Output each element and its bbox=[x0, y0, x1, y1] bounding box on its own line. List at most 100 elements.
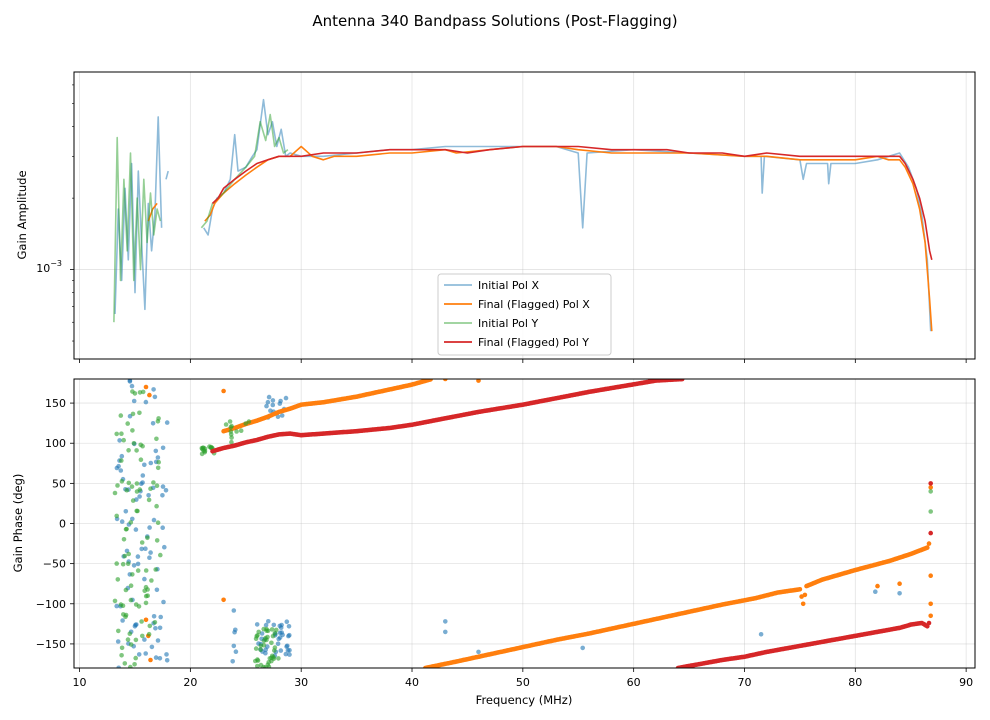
phase-point-initial-pol-y bbox=[114, 561, 119, 566]
phase-point-initial-pol-x bbox=[285, 648, 291, 653]
phase-point-initial-pol-x bbox=[160, 484, 166, 489]
amplitude-line-final-flagged-pol-y bbox=[211, 145, 933, 260]
legend-label-initial-y: Initial Pol Y bbox=[478, 317, 538, 330]
phase-point-initial-pol-x bbox=[147, 525, 152, 530]
phase-point-final-flagged-pol-x bbox=[143, 617, 149, 623]
phase-point-initial-pol-y bbox=[130, 498, 136, 503]
phase-point-initial-pol-x bbox=[263, 622, 269, 628]
phase-point-initial-pol-y bbox=[114, 431, 119, 437]
phase-point-initial-pol-x bbox=[160, 493, 165, 498]
phase-point-initial-pol-y bbox=[121, 612, 126, 617]
phase-point-initial-pol-x bbox=[116, 463, 121, 469]
phase-point-initial-pol-x bbox=[147, 555, 152, 560]
phase-point-final-flagged-pol-x bbox=[797, 587, 803, 592]
phase-ytick-label: 0 bbox=[59, 518, 66, 531]
phase-point-initial-pol-x bbox=[151, 614, 157, 619]
phase-point-initial-pol-y bbox=[125, 421, 130, 426]
phase-point-final-flagged-pol-x bbox=[928, 573, 933, 578]
phase-point-initial-pol-y bbox=[227, 419, 233, 424]
amplitude-series-group bbox=[113, 98, 933, 332]
phase-point-initial-pol-y bbox=[207, 444, 212, 449]
phase-xtick-label: 80 bbox=[848, 676, 862, 689]
phase-point-initial-pol-y bbox=[112, 490, 118, 496]
phase-point-initial-pol-y bbox=[274, 627, 279, 633]
phase-point-initial-pol-x bbox=[266, 394, 272, 400]
phase-xtick-label: 60 bbox=[627, 676, 641, 689]
phase-point-initial-pol-y bbox=[134, 481, 140, 486]
phase-point-initial-pol-y bbox=[263, 665, 268, 668]
phase-point-initial-pol-y bbox=[152, 620, 158, 625]
phase-point-initial-pol-x bbox=[270, 398, 276, 403]
phase-ytick-label: 50 bbox=[52, 477, 66, 490]
phase-point-initial-pol-y bbox=[258, 647, 263, 652]
phase-point-initial-pol-y bbox=[121, 537, 127, 542]
phase-point-initial-pol-x bbox=[275, 414, 281, 420]
legend-label-final-x: Final (Flagged) Pol X bbox=[478, 298, 590, 311]
phase-series-initial-pol-x bbox=[114, 379, 902, 668]
phase-point-initial-pol-x bbox=[278, 398, 283, 404]
phase-point-initial-pol-y bbox=[125, 637, 131, 642]
phase-point-initial-pol-y bbox=[255, 663, 260, 668]
phase-point-initial-pol-y bbox=[119, 653, 124, 658]
phase-point-initial-pol-x bbox=[279, 413, 285, 418]
phase-point-initial-pol-y bbox=[125, 561, 131, 566]
phase-point-initial-pol-x bbox=[164, 420, 170, 425]
phase-point-initial-pol-x bbox=[443, 629, 448, 635]
phase-point-initial-pol-x bbox=[148, 460, 154, 466]
phase-point-initial-pol-x bbox=[131, 563, 137, 568]
phase-point-final-flagged-pol-x bbox=[476, 379, 481, 383]
phase-point-initial-pol-x bbox=[151, 387, 156, 392]
phase-point-final-flagged-pol-x bbox=[800, 601, 806, 607]
phase-xtick-label: 70 bbox=[737, 676, 751, 689]
phase-point-initial-pol-y bbox=[119, 479, 125, 484]
phase-point-initial-pol-y bbox=[228, 425, 234, 430]
phase-point-initial-pol-x bbox=[143, 546, 148, 551]
legend-label-initial-x: Initial Pol X bbox=[478, 279, 539, 292]
phase-point-initial-pol-x bbox=[164, 652, 169, 657]
phase-point-final-flagged-pol-y bbox=[928, 530, 933, 536]
phase-point-initial-pol-y bbox=[139, 619, 144, 624]
phase-point-initial-pol-y bbox=[154, 538, 160, 543]
phase-point-final-flagged-pol-x bbox=[928, 601, 933, 607]
phase-point-initial-pol-y bbox=[148, 486, 153, 492]
phase-point-initial-pol-x bbox=[278, 648, 284, 653]
phase-point-initial-pol-y bbox=[130, 389, 135, 394]
phase-point-initial-pol-y bbox=[149, 578, 154, 583]
phase-point-final-flagged-pol-x bbox=[928, 613, 933, 619]
phase-point-initial-pol-x bbox=[142, 576, 147, 582]
phase-point-initial-pol-y bbox=[269, 640, 274, 646]
phase-point-initial-pol-x bbox=[155, 638, 161, 643]
phase-point-final-flagged-pol-x bbox=[443, 379, 448, 382]
phase-point-final-flagged-pol-x bbox=[802, 592, 808, 598]
phase-point-initial-pol-x bbox=[231, 643, 237, 649]
phase-point-initial-pol-x bbox=[139, 481, 144, 487]
phase-point-final-flagged-pol-x bbox=[897, 581, 902, 586]
phase-point-initial-pol-y bbox=[266, 660, 272, 665]
phase-xtick-label: 20 bbox=[183, 676, 197, 689]
phase-point-initial-pol-y bbox=[114, 513, 119, 519]
phase-point-initial-pol-y bbox=[129, 484, 135, 489]
phase-point-initial-pol-x bbox=[270, 402, 276, 408]
phase-point-initial-pol-y bbox=[155, 419, 161, 424]
phase-point-initial-pol-y bbox=[119, 645, 125, 651]
phase-point-initial-pol-y bbox=[118, 602, 124, 607]
phase-point-initial-pol-x bbox=[278, 625, 284, 630]
phase-point-initial-pol-x bbox=[118, 468, 124, 473]
phase-point-initial-pol-y bbox=[146, 631, 152, 637]
phase-point-initial-pol-y bbox=[234, 429, 239, 434]
amplitude-ylabel: Gain Amplitude bbox=[15, 170, 29, 259]
phase-point-final-flagged-pol-y bbox=[679, 379, 685, 382]
phase-point-final-flagged-pol-x bbox=[428, 379, 433, 382]
phase-point-final-flagged-pol-x bbox=[925, 545, 930, 550]
phase-point-initial-pol-x bbox=[114, 603, 119, 609]
phase-point-initial-pol-x bbox=[233, 627, 238, 633]
phase-point-initial-pol-x bbox=[580, 645, 585, 651]
phase-point-initial-pol-x bbox=[276, 636, 282, 642]
phase-point-initial-pol-y bbox=[228, 429, 234, 434]
phase-point-initial-pol-x bbox=[158, 614, 163, 620]
phase-point-initial-pol-x bbox=[233, 649, 239, 654]
phase-series-group bbox=[112, 379, 933, 668]
phase-point-initial-pol-x bbox=[283, 651, 289, 657]
phase-point-initial-pol-x bbox=[230, 659, 235, 664]
phase-point-initial-pol-y bbox=[115, 483, 120, 488]
